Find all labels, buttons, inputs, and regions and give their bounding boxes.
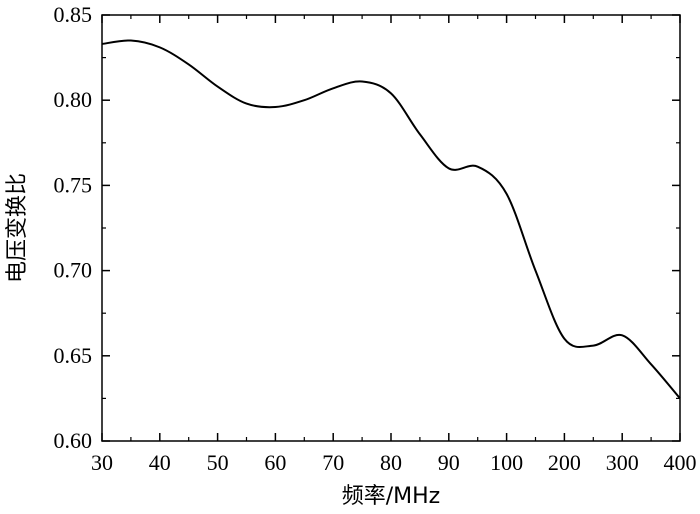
x-tick-label: 70 — [322, 450, 344, 475]
x-tick-label: 50 — [207, 450, 229, 475]
x-axis-ticks: 30 40 50 60 70 80 90 100 200 300 400 — [91, 15, 697, 475]
y-tick-label: 0.85 — [54, 2, 93, 27]
x-tick-label: 90 — [438, 450, 460, 475]
y-tick-label: 0.80 — [54, 87, 93, 112]
x-tick-label: 400 — [664, 450, 697, 475]
x-tick-label: 60 — [264, 450, 286, 475]
y-tick-label: 0.65 — [54, 343, 93, 368]
y-axis-ticks: 0.60 0.65 0.70 0.75 0.80 0.85 — [54, 2, 680, 453]
x-tick-label: 30 — [91, 450, 113, 475]
x-tick-label: 200 — [548, 450, 581, 475]
x-axis-title: 频率/MHz — [342, 484, 441, 509]
series-line — [101, 39, 681, 400]
x-tick-label: 40 — [149, 450, 171, 475]
plot-frame — [101, 14, 681, 442]
x-tick-label: 80 — [380, 450, 402, 475]
x-tick-label: 100 — [490, 450, 523, 475]
y-axis-title: 电压变换比 — [5, 173, 30, 283]
y-tick-label: 0.60 — [54, 428, 93, 453]
y-tick-label: 0.70 — [54, 258, 93, 283]
y-tick-label: 0.75 — [54, 172, 93, 197]
x-tick-label: 300 — [606, 450, 639, 475]
